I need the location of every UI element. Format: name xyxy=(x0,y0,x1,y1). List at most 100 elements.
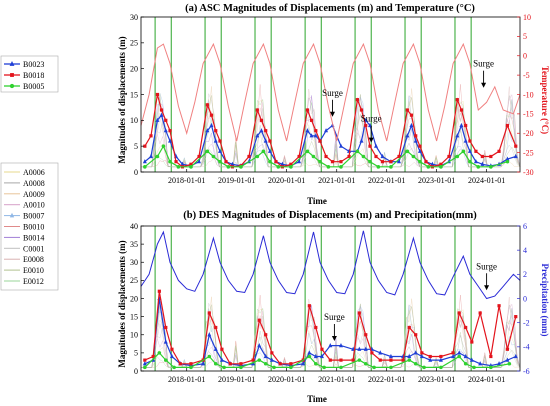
point-b0005-32 xyxy=(461,149,466,154)
point-b0018-20 xyxy=(264,129,268,133)
point-b0005-8 xyxy=(239,365,243,370)
y2-tick-label-6: 0 xyxy=(523,52,527,61)
series-line-precipitation xyxy=(140,230,521,300)
point-b0023-53 xyxy=(467,148,472,153)
y2-tick-label-8: 10 xyxy=(523,13,531,22)
legend-label-a0008: A0008 xyxy=(23,179,45,188)
point-b0018-8 xyxy=(189,162,193,166)
point-b0005-23 xyxy=(368,159,372,164)
point-b0023-9 xyxy=(197,159,202,164)
y-tick-label-2: 10 xyxy=(130,331,138,340)
point-b0005-12 xyxy=(289,365,293,370)
point-b0018-11 xyxy=(228,362,232,366)
point-b0018-56 xyxy=(489,154,493,159)
point-b0023-1 xyxy=(148,153,153,159)
point-b0023-7 xyxy=(180,161,185,166)
point-b0018-33 xyxy=(414,333,418,337)
y-tick-label-1: 5 xyxy=(134,142,138,151)
y2-tick-label-2: -2 xyxy=(523,318,530,327)
point-b0018-32 xyxy=(407,325,411,330)
legend-label-e0010: E0010 xyxy=(23,266,44,275)
point-b0023-10 xyxy=(219,357,224,362)
point-b0005-6 xyxy=(205,149,210,154)
point-b0005-20 xyxy=(389,365,393,370)
point-b0005-2 xyxy=(161,144,166,148)
legend-label-b0010: B0010 xyxy=(23,223,44,232)
point-b0018-21 xyxy=(314,325,318,330)
point-b0005-21 xyxy=(355,149,360,154)
background-series-e0008 xyxy=(141,296,521,368)
legend-marker-b0007 xyxy=(9,212,15,218)
point-b0023-23 xyxy=(328,343,333,348)
point-b0023-2 xyxy=(155,117,160,122)
point-b0018-43 xyxy=(497,304,501,308)
legend-marker-b0005 xyxy=(9,83,15,89)
point-b0018-52 xyxy=(464,123,468,128)
point-b0018-25 xyxy=(297,154,301,159)
point-b0005-11 xyxy=(255,154,260,159)
point-b0018-15 xyxy=(264,333,268,337)
point-b0018-54 xyxy=(474,149,478,153)
panel-a-ylabel: Magnitudes of displacements (m) xyxy=(117,36,127,163)
point-b0023-35 xyxy=(428,357,433,362)
point-b0018-1 xyxy=(149,134,153,138)
point-b0023-0 xyxy=(142,159,147,164)
point-b0023-44 xyxy=(413,138,418,143)
point-b0005-25 xyxy=(389,165,393,169)
point-b0023-30 xyxy=(388,353,393,359)
point-b0005-10 xyxy=(263,361,268,366)
point-b0018-9 xyxy=(197,154,201,159)
point-b0005-4 xyxy=(189,365,193,370)
point-b0023-39 xyxy=(463,353,468,359)
y2-tick-label-0: -6 xyxy=(523,367,530,376)
y-tick-label-3: 15 xyxy=(130,312,138,321)
point-b0005-24 xyxy=(376,165,381,169)
point-b0023-23 xyxy=(280,161,285,166)
point-b0005-16 xyxy=(305,149,310,154)
panel-a-y2label: Temperature (°C) xyxy=(540,66,550,134)
legend-marker-b0023 xyxy=(9,61,15,66)
point-b0005-18 xyxy=(363,361,368,366)
point-b0023-34 xyxy=(419,353,424,359)
point-b0023-43 xyxy=(497,361,502,366)
panel-b-title: (b) DES Magnitudes of Displacements (m) … xyxy=(183,210,477,221)
point-b0023-24 xyxy=(338,343,343,348)
y2-tick-label-5: -5 xyxy=(523,71,530,80)
x-tick-label-6: 2024-01-01 xyxy=(468,375,505,384)
legend-label-b0007: B0007 xyxy=(23,212,44,221)
point-b0018-51 xyxy=(459,108,464,112)
point-b0018-24 xyxy=(339,358,343,362)
point-b0018-45 xyxy=(514,315,518,319)
point-b0018-14 xyxy=(224,160,228,164)
point-b0018-4 xyxy=(170,347,174,351)
point-b0023-13 xyxy=(251,361,256,366)
point-b0018-32 xyxy=(339,160,343,164)
point-b0005-22 xyxy=(361,154,366,159)
annotation-label-1: Surge xyxy=(476,261,497,271)
point-b0018-35 xyxy=(359,108,364,112)
series-line-temperature xyxy=(140,42,521,142)
point-b0005-12 xyxy=(261,149,266,154)
point-b0018-13 xyxy=(218,139,222,143)
point-b0005-8 xyxy=(218,159,222,164)
x-tick-label-0: 2018-01-01 xyxy=(168,375,205,384)
point-b0005-20 xyxy=(339,165,343,169)
point-b0005-7 xyxy=(211,154,216,159)
point-b0023-19 xyxy=(301,361,306,366)
point-b0023-26 xyxy=(357,346,362,351)
point-b0023-9 xyxy=(213,346,218,351)
point-b0018-42 xyxy=(405,108,409,112)
point-b0005-0 xyxy=(143,365,147,370)
point-b0023-3 xyxy=(159,112,164,117)
point-b0005-31 xyxy=(455,154,460,159)
background-series-b0010 xyxy=(141,294,521,368)
legend-label-a0006: A0006 xyxy=(23,168,45,177)
point-b0023-20 xyxy=(263,138,268,143)
point-b0005-14 xyxy=(276,165,281,169)
panel-b-ylabel: Magnitudes of displacements (m) xyxy=(117,240,127,367)
point-b0018-11 xyxy=(209,113,214,117)
series-line-b0018 xyxy=(144,94,517,168)
point-b0018-55 xyxy=(480,154,484,159)
point-b0005-5 xyxy=(207,354,212,359)
